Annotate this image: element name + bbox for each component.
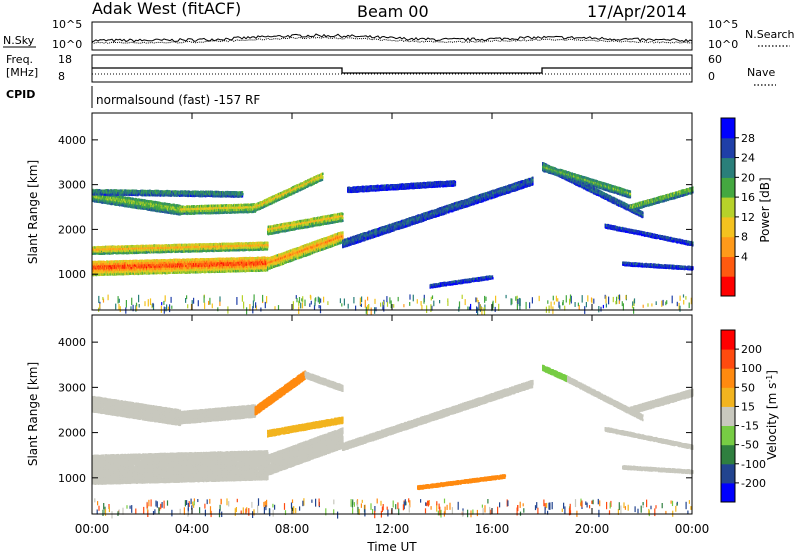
noise-tick-right-top: 10^5 (708, 18, 738, 31)
power-cell (267, 244, 269, 246)
noise-left-label: N.Sky (3, 34, 35, 47)
noise-tick-left-bottom: 10^0 (52, 38, 82, 51)
station-title: Adak West (fitACF) (92, 0, 241, 18)
nave-tick-top: 60 (708, 53, 722, 66)
noise-right-label: N.Search (745, 28, 795, 41)
freq-label-line2: [MHz] (6, 66, 38, 79)
power-cell (267, 242, 269, 244)
power-data-layer (92, 162, 694, 315)
beam-label: Beam 00 (357, 2, 429, 21)
nave-tick-bottom: 0 (708, 70, 715, 83)
freq-label-line1: Freq. (6, 53, 33, 66)
noise-search-trace (92, 37, 692, 43)
nave-label: Nave (747, 66, 775, 79)
noise-panel-frame (92, 22, 692, 50)
cpid-label: CPID (6, 88, 35, 101)
cpid-text: normalsound (fast) -157 RF (96, 93, 260, 107)
date-label: 17/Apr/2014 (587, 2, 687, 21)
noise-tick-left-top: 10^5 (52, 18, 82, 31)
freq-trace (92, 68, 692, 73)
noise-tick-right-bottom: 10^0 (708, 38, 738, 51)
freq-tick-bottom: 8 (58, 70, 65, 83)
freq-tick-top: 18 (58, 53, 72, 66)
